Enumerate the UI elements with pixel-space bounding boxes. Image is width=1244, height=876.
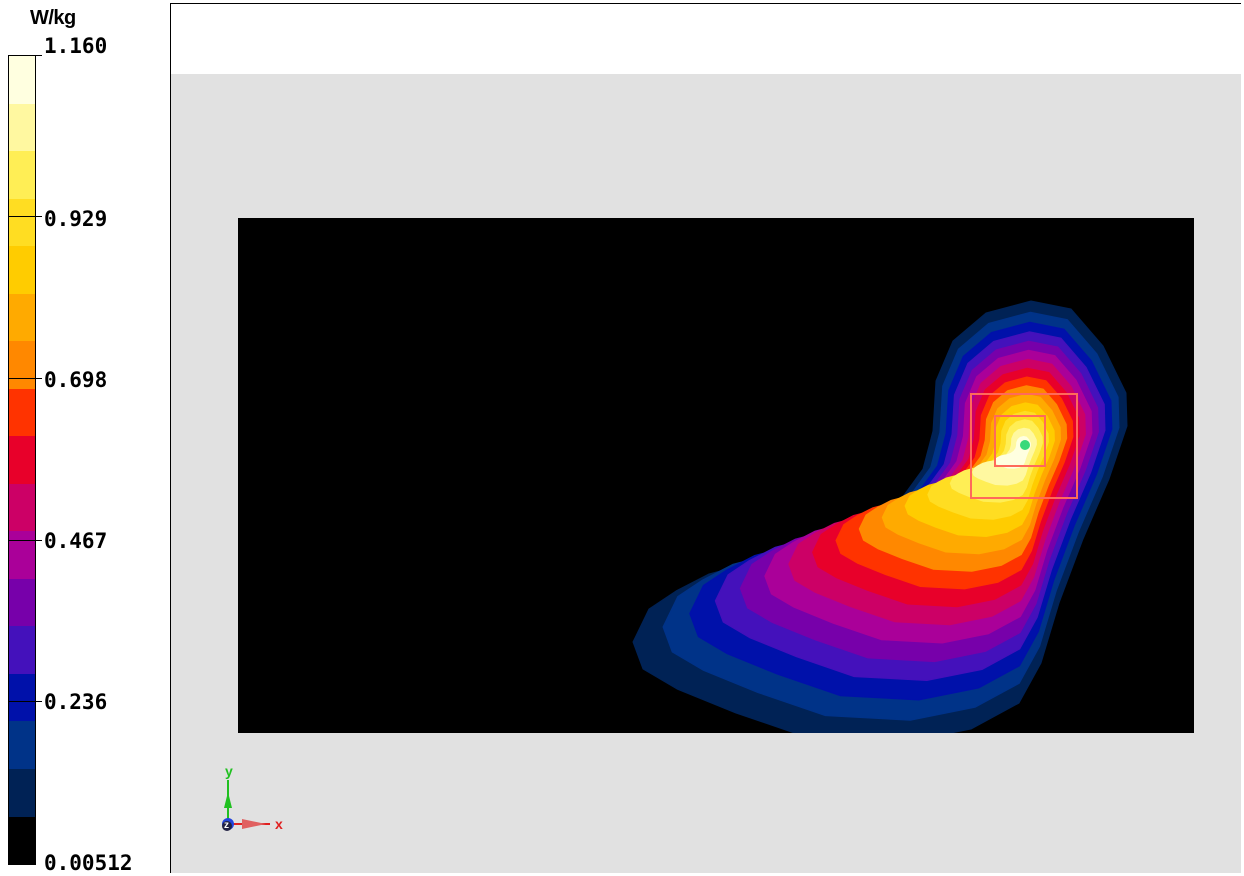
colorbar-segment <box>9 198 35 247</box>
y-axis-label: y <box>225 763 233 779</box>
colorbar-legend: W/kg 1.160 0.929 0.698 0.467 0.236 0.005… <box>0 0 166 876</box>
sar-contours <box>632 300 1128 733</box>
colorbar-tick-label: 0.929 <box>44 207 108 231</box>
colorbar-tick <box>8 55 42 56</box>
z-axis-label: z <box>224 820 229 831</box>
colorbar-segment <box>9 531 35 579</box>
colorbar-segment <box>9 768 35 817</box>
colorbar-segment <box>9 293 35 342</box>
sar-distribution-plot <box>238 218 1194 733</box>
x-axis-label: x <box>275 816 283 832</box>
colorbar-tick-label: 0.236 <box>44 690 108 714</box>
colorbar-segment <box>9 673 35 722</box>
colorbar-tick <box>8 216 42 217</box>
colorbar-tick-label: 0.467 <box>44 529 108 553</box>
y-axis-arrow <box>224 780 232 824</box>
plot-viewport: y x z <box>170 3 1241 873</box>
colorbar-segment <box>9 388 35 437</box>
colorbar-segment <box>9 341 35 389</box>
z-axis-arrow <box>222 818 234 831</box>
colorbar <box>8 55 36 865</box>
colorbar-segment <box>9 483 35 532</box>
colorbar-unit-label: W/kg <box>30 7 76 29</box>
colorbar-tick-label: 0.00512 <box>44 851 133 875</box>
colorbar-segment <box>9 626 35 674</box>
colorbar-segment <box>9 436 35 484</box>
zoom-scan-outer-box <box>970 393 1078 499</box>
peak-marker <box>1020 440 1030 450</box>
colorbar-segment <box>9 56 35 104</box>
colorbar-segment <box>9 246 35 294</box>
colorbar-tick-label: 1.160 <box>44 34 108 58</box>
zoom-scan-inner-box <box>994 415 1046 467</box>
colorbar-tick-label: 0.698 <box>44 368 108 392</box>
colorbar-segment <box>9 103 35 152</box>
colorbar-tick <box>8 378 42 379</box>
axes-triad: y x z <box>222 763 283 832</box>
colorbar-tick <box>8 701 42 702</box>
colorbar-segment <box>9 578 35 627</box>
colorbar-segment <box>9 151 35 199</box>
colorbar-segment <box>9 816 35 865</box>
measurement-overlay <box>970 393 1078 499</box>
x-axis-arrow <box>228 819 270 829</box>
colorbar-segment <box>9 721 35 769</box>
colorbar-tick <box>8 540 42 541</box>
